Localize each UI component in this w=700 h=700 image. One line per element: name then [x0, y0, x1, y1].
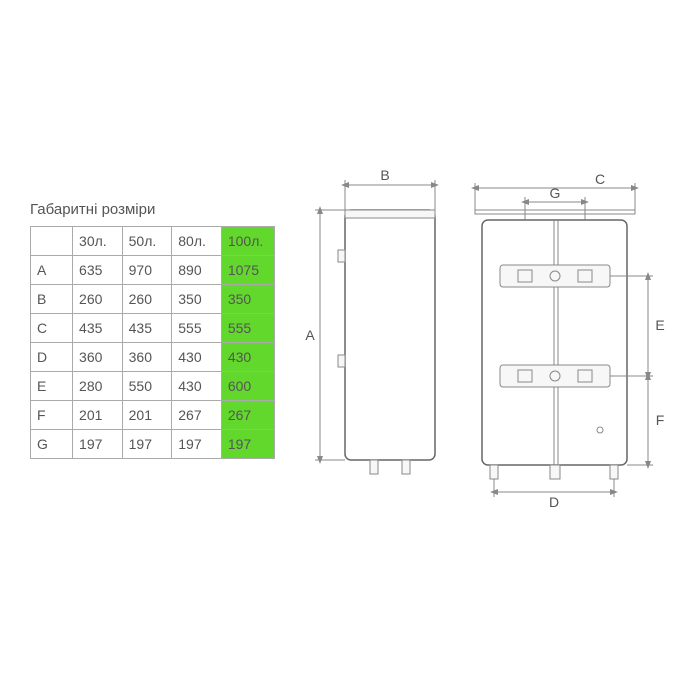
row-label: G: [31, 430, 73, 459]
cell-highlight: 430: [221, 343, 274, 372]
table-header-row: 30л. 50л. 80л. 100л.: [31, 227, 275, 256]
dim-label-b: B: [380, 167, 389, 183]
cell: 267: [172, 401, 222, 430]
cell: 555: [172, 314, 222, 343]
content-area: Габаритні розміри 30л. 50л. 80л. 100л. A…: [30, 130, 670, 530]
table-row: F 201 201 267 267: [31, 401, 275, 430]
cell: 197: [122, 430, 172, 459]
header-cell-highlight: 100л.: [221, 227, 274, 256]
cell: 430: [172, 372, 222, 401]
cell-highlight: 600: [221, 372, 274, 401]
table-row: D 360 360 430 430: [31, 343, 275, 372]
cell: 360: [73, 343, 123, 372]
row-label: F: [31, 401, 73, 430]
header-cell: [31, 227, 73, 256]
cell: 201: [122, 401, 172, 430]
cell-highlight: 555: [221, 314, 274, 343]
cell: 635: [73, 256, 123, 285]
table-title: Габаритні розміри: [30, 201, 280, 218]
dimensions-table: 30л. 50л. 80л. 100л. A 635 970 890 1075 …: [30, 226, 275, 459]
drawings-svg: B A: [290, 150, 670, 510]
table-row: G 197 197 197 197: [31, 430, 275, 459]
bracket-upper: [500, 265, 610, 287]
dim-label-e: E: [655, 317, 664, 333]
dim-label-d: D: [549, 494, 559, 510]
cell: 970: [122, 256, 172, 285]
table-row: E 280 550 430 600: [31, 372, 275, 401]
dim-label-f: F: [656, 412, 665, 428]
table-row: C 435 435 555 555: [31, 314, 275, 343]
row-label: E: [31, 372, 73, 401]
cell: 260: [73, 285, 123, 314]
header-cell: 50л.: [122, 227, 172, 256]
cell: 197: [172, 430, 222, 459]
dim-label-c: C: [595, 171, 605, 187]
row-label: C: [31, 314, 73, 343]
dim-label-a: A: [305, 327, 315, 343]
row-label: D: [31, 343, 73, 372]
table-row: B 260 260 350 350: [31, 285, 275, 314]
cell: 435: [122, 314, 172, 343]
row-label: A: [31, 256, 73, 285]
technical-drawings: B A: [290, 150, 670, 510]
cell: 197: [73, 430, 123, 459]
cell: 260: [122, 285, 172, 314]
table-row: A 635 970 890 1075: [31, 256, 275, 285]
dim-label-g: G: [550, 185, 561, 201]
cell: 435: [73, 314, 123, 343]
cell-highlight: 267: [221, 401, 274, 430]
cell-highlight: 197: [221, 430, 274, 459]
back-view: C G: [475, 171, 665, 510]
cell: 350: [172, 285, 222, 314]
cell: 360: [122, 343, 172, 372]
header-cell: 80л.: [172, 227, 222, 256]
cell: 430: [172, 343, 222, 372]
cell: 890: [172, 256, 222, 285]
bracket-lower: [500, 365, 610, 387]
dimensions-table-section: Габаритні розміри 30л. 50л. 80л. 100л. A…: [30, 201, 280, 459]
cell: 550: [122, 372, 172, 401]
cell: 201: [73, 401, 123, 430]
cell-highlight: 1075: [221, 256, 274, 285]
header-cell: 30л.: [73, 227, 123, 256]
cell: 280: [73, 372, 123, 401]
row-label: B: [31, 285, 73, 314]
cell-highlight: 350: [221, 285, 274, 314]
front-view: B A: [305, 167, 435, 474]
